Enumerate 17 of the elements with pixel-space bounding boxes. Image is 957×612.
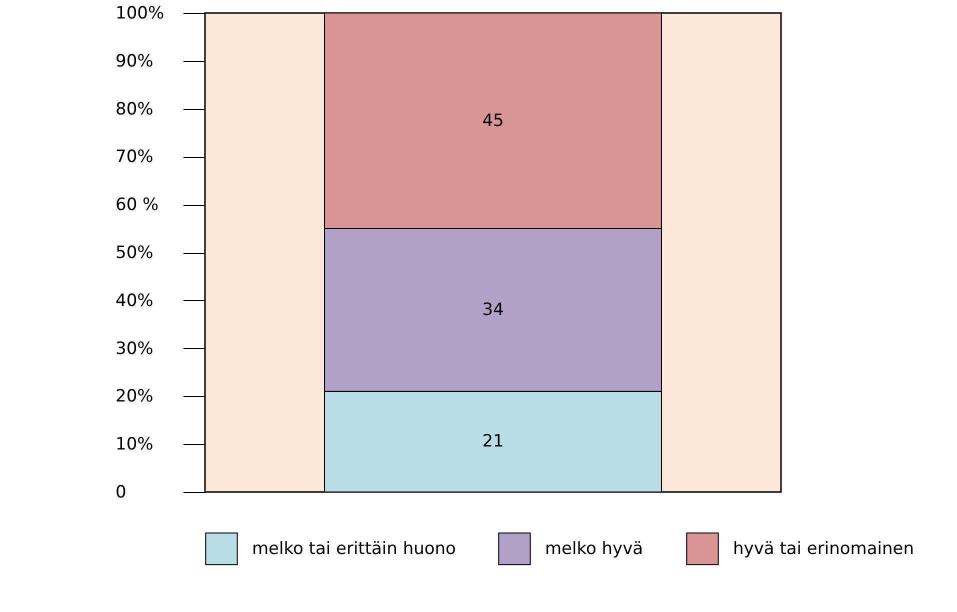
y-tick-label: 0 bbox=[116, 482, 126, 502]
legend-label: hyvä tai erinomainen bbox=[733, 538, 914, 559]
y-tick-label: 50% bbox=[116, 243, 154, 263]
y-tick-label: 30% bbox=[116, 338, 154, 359]
y-tick-label: 60 % bbox=[116, 195, 159, 216]
y-tick-label: 10% bbox=[116, 434, 154, 455]
y-tick-label: 20% bbox=[116, 386, 154, 407]
y-tick-label: 80% bbox=[116, 99, 154, 120]
legend-label: melko tai erittäin huono bbox=[252, 538, 456, 559]
y-tick-label: 90% bbox=[116, 51, 154, 72]
legend-label: melko hyvä bbox=[545, 538, 644, 559]
y-tick-label: 40% bbox=[116, 290, 154, 311]
data-label: 34 bbox=[482, 300, 504, 320]
y-tick-label: 100% bbox=[116, 4, 164, 24]
data-label: 21 bbox=[482, 432, 504, 452]
data-label: 45 bbox=[482, 110, 504, 131]
y-tick-label: 70% bbox=[116, 147, 154, 168]
